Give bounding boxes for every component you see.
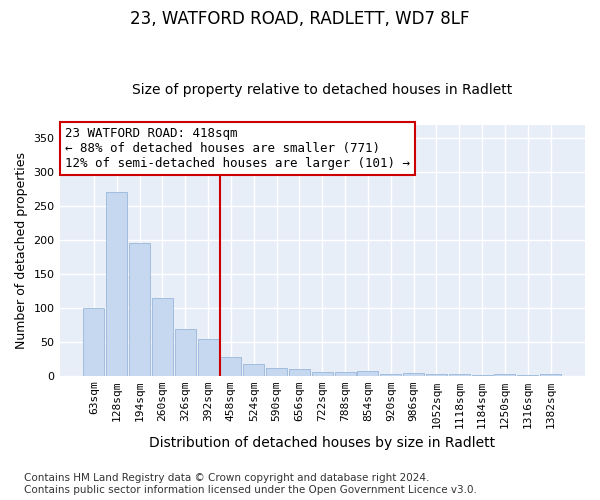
Bar [517,375,538,376]
Text: 23, WATFORD ROAD, RADLETT, WD7 8LF: 23, WATFORD ROAD, RADLETT, WD7 8LF [130,10,470,28]
Y-axis label: Number of detached properties: Number of detached properties [15,152,28,348]
Bar [266,368,287,376]
Text: Contains HM Land Registry data © Crown copyright and database right 2024.
Contai: Contains HM Land Registry data © Crown c… [24,474,477,495]
Bar [197,339,218,376]
Bar [83,308,104,376]
Bar [380,374,401,376]
Bar [289,369,310,376]
Bar [152,298,173,376]
Bar [243,364,264,376]
Bar [494,374,515,376]
Bar [312,372,333,376]
Bar [403,373,424,376]
Bar [335,372,356,376]
Bar [540,374,561,376]
Bar [358,372,379,376]
X-axis label: Distribution of detached houses by size in Radlett: Distribution of detached houses by size … [149,436,496,450]
Bar [472,375,493,376]
Bar [129,244,150,376]
Text: 23 WATFORD ROAD: 418sqm
← 88% of detached houses are smaller (771)
12% of semi-d: 23 WATFORD ROAD: 418sqm ← 88% of detache… [65,127,410,170]
Bar [426,374,447,376]
Bar [175,330,196,376]
Bar [220,356,241,376]
Title: Size of property relative to detached houses in Radlett: Size of property relative to detached ho… [132,83,512,97]
Bar [106,192,127,376]
Bar [449,374,470,376]
